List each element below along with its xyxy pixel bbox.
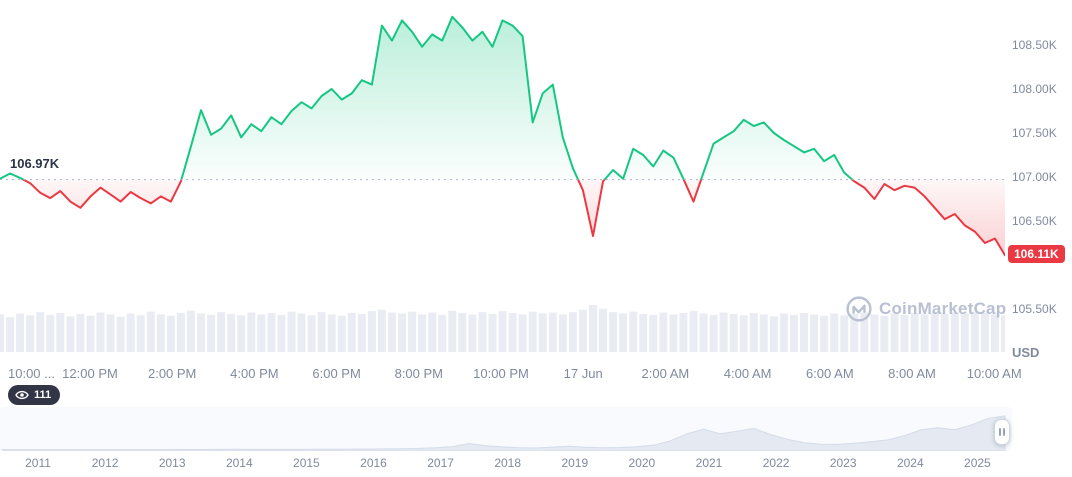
range-mini-chart[interactable] <box>0 407 1012 451</box>
current-price-badge: 106.11K <box>1008 245 1065 264</box>
range-year-label: 2012 <box>91 456 119 470</box>
price-area-above <box>0 15 1005 180</box>
range-year-label: 2018 <box>494 456 522 470</box>
currency-label: USD <box>1012 345 1040 360</box>
x-axis-tick: 8:00 AM <box>888 366 936 381</box>
range-year-label: 2025 <box>964 456 991 470</box>
range-year-label: 2011 <box>25 456 51 470</box>
x-axis-tick: 6:00 AM <box>805 366 854 381</box>
x-axis-tick: 10:00 AM <box>966 366 1022 381</box>
range-year-label: 2023 <box>829 456 857 470</box>
y-axis-tick: 108.00K <box>1012 82 1057 96</box>
range-year-label: 2016 <box>360 456 387 470</box>
x-axis-tick: 6:00 PM <box>312 366 361 381</box>
y-axis-tick: 107.50K <box>1012 126 1057 140</box>
coinmarketcap-watermark: CoinMarketCap <box>846 296 1006 322</box>
range-selector[interactable] <box>0 407 1012 451</box>
range-year-axis: 2011 2012 2013 2014 2015 2016 2017 2018 2019 2020… <box>0 456 1005 472</box>
range-year-label: 2021 <box>695 456 723 470</box>
x-axis-tick: 2:00 PM <box>147 366 197 381</box>
range-year-label: 2017 <box>427 456 454 470</box>
price-area-below <box>0 179 1005 257</box>
x-axis-tick: 8:00 PM <box>394 366 444 381</box>
range-year-label: 2022 <box>762 456 790 470</box>
x-axis-tick: 10:00 ... <box>8 366 55 381</box>
y-axis: 106.11K 108.50K 108.00K 107.50K 107.00K 106.… <box>1005 0 1072 358</box>
x-axis-tick: 10:00 PM <box>473 366 529 381</box>
x-axis-tick: 12:00 PM <box>62 366 118 381</box>
range-year-label: 2020 <box>628 456 656 470</box>
volume-bars <box>0 305 1005 353</box>
y-axis-tick: 105.50K <box>1012 302 1057 316</box>
x-axis: 10:00 ... 12:00 PM 2:00 PM 4:00 PM 6:00 PM 8:… <box>0 362 1022 382</box>
y-axis-tick: 108.50K <box>1012 38 1057 52</box>
range-year-label: 2019 <box>561 456 589 470</box>
viewers-badge: 111 <box>8 385 61 405</box>
y-axis-tick: 107.00K <box>1012 170 1057 184</box>
range-year-label: 2013 <box>158 456 186 470</box>
range-year-label: 2015 <box>293 456 320 470</box>
open-price-label: 106.97K <box>10 156 60 171</box>
y-axis-tick: 106.50K <box>1012 214 1057 228</box>
coinmarketcap-logo-icon <box>846 296 872 322</box>
price-chart[interactable] <box>0 0 1005 358</box>
x-axis-tick: 2:00 AM <box>641 366 690 381</box>
watermark-text: CoinMarketCap <box>879 299 1007 318</box>
x-axis-tick: 4:00 AM <box>723 366 772 381</box>
x-axis-tick: 17 Jun <box>563 366 603 381</box>
eye-icon <box>15 389 29 401</box>
viewers-count: 111 <box>34 389 52 401</box>
range-area <box>0 415 1006 451</box>
range-handle-right[interactable] <box>994 419 1010 445</box>
range-year-label: 2014 <box>225 456 253 470</box>
range-year-label: 2024 <box>896 456 924 470</box>
x-axis-tick: 4:00 PM <box>230 366 279 381</box>
